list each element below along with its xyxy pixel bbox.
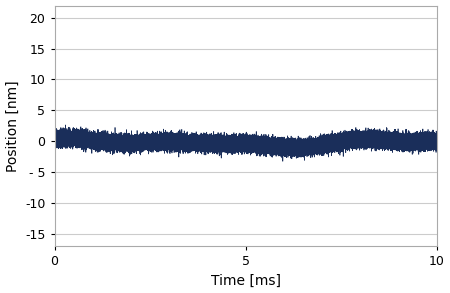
X-axis label: Time [ms]: Time [ms] [211, 273, 280, 287]
Y-axis label: Position [nm]: Position [nm] [5, 80, 19, 171]
